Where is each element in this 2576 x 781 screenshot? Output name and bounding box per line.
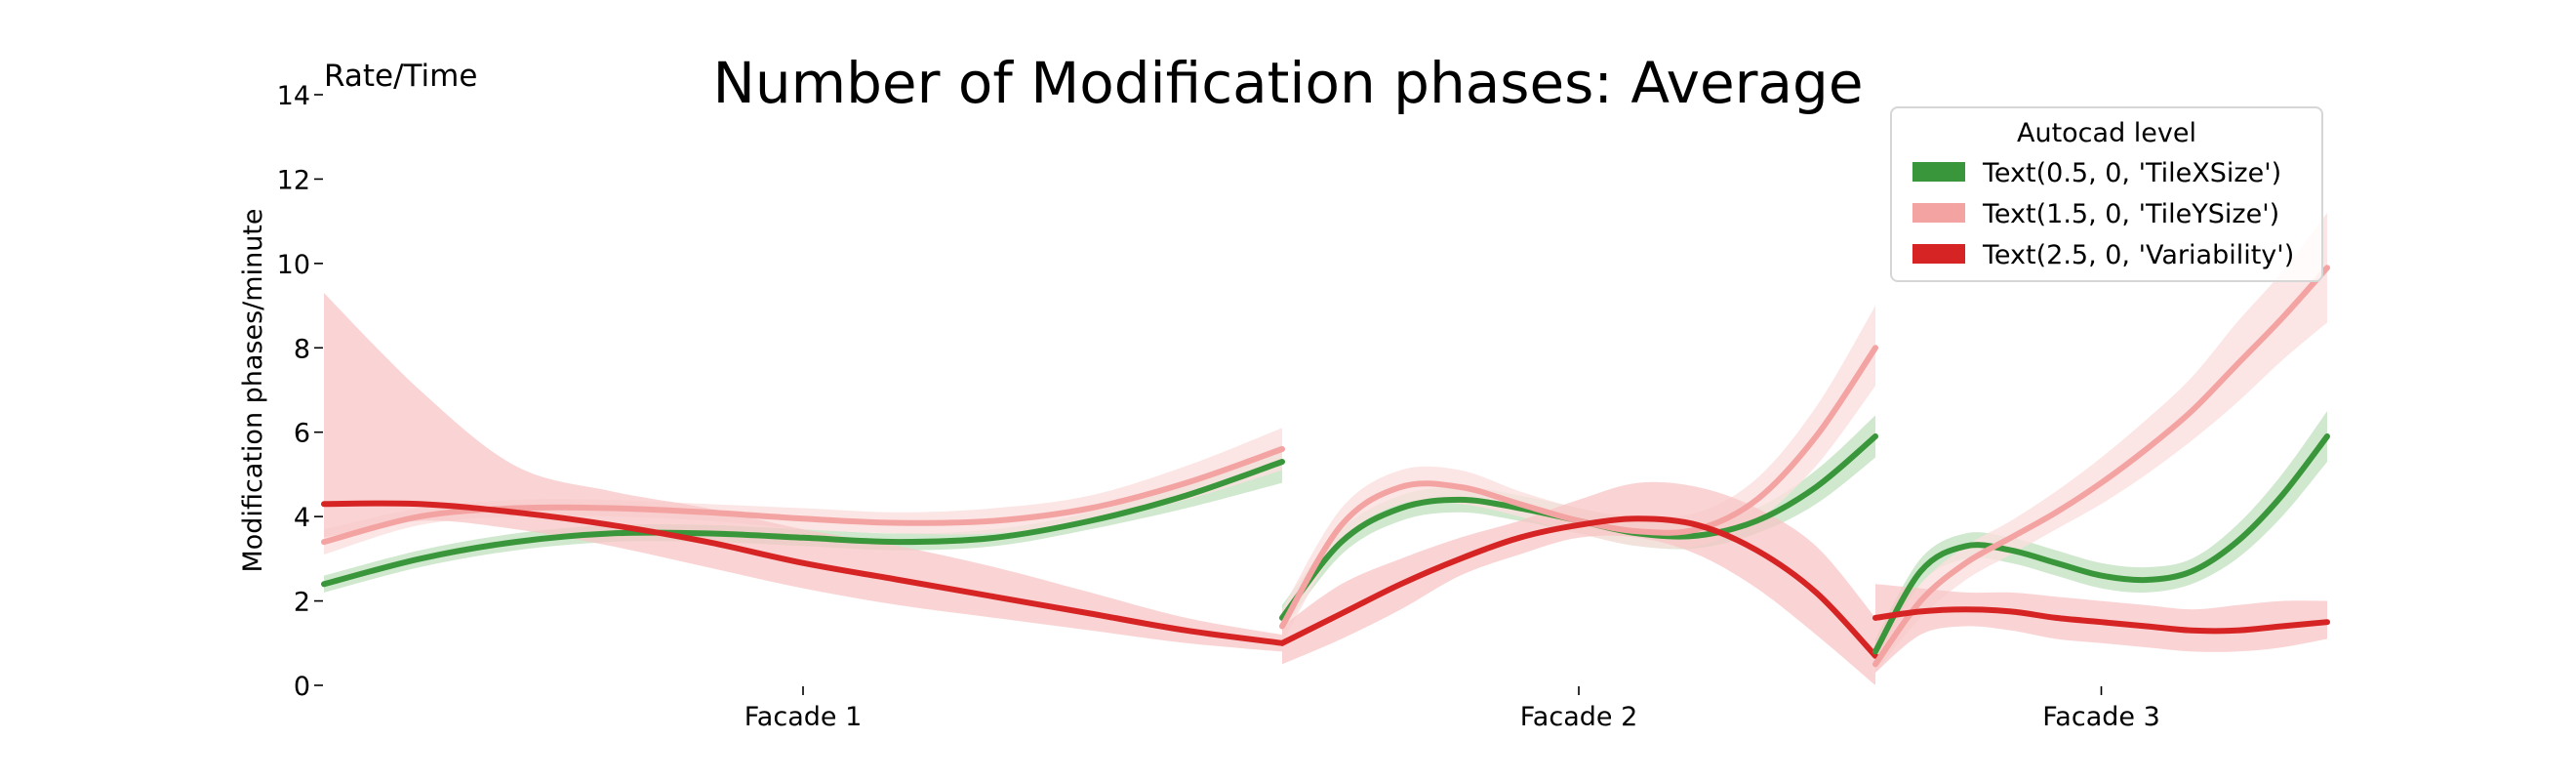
series-line xyxy=(1872,606,2330,635)
chart-title: Number of Modification phases: Average xyxy=(712,50,1863,116)
y-tick-label: 0 xyxy=(294,672,310,702)
series-line xyxy=(1872,433,2330,655)
x-tick-label: Facade 3 xyxy=(2042,702,2160,732)
corner-label: Rate/Time xyxy=(324,59,477,94)
y-axis-label: Modification phases/minute xyxy=(238,208,268,572)
legend: Autocad level Text(0.5, 0, 'TileXSize')T… xyxy=(1890,106,2323,282)
y-tick-label: 14 xyxy=(277,81,310,111)
legend-swatch xyxy=(1912,203,1965,223)
series-line xyxy=(1872,265,2330,668)
series-line xyxy=(321,500,1285,646)
y-tick-label: 8 xyxy=(294,334,310,364)
confidence-band xyxy=(1875,584,2327,673)
x-tick-label: Facade 2 xyxy=(1520,702,1638,732)
legend-items: Text(0.5, 0, 'TileXSize') Text(1.5, 0, 'T… xyxy=(1912,158,2294,270)
series-line xyxy=(1279,515,1878,659)
y-tick-label: 4 xyxy=(294,503,310,533)
legend-entry-label: Text(2.5, 0, 'Variability') xyxy=(1982,240,2294,270)
confidence-band xyxy=(1875,411,2327,665)
confidence-band xyxy=(324,428,1282,555)
legend-frame xyxy=(1890,106,2323,282)
y-tick-label: 6 xyxy=(294,419,310,449)
x-axis: Facade 1 Facade 2 Facade 3 xyxy=(745,686,2160,732)
legend-swatch xyxy=(1912,244,1965,264)
series-lines xyxy=(321,265,2330,668)
confidence-band xyxy=(1282,306,1875,643)
series-line xyxy=(321,459,1285,588)
legend-entry-label: Text(1.5, 0, 'TileYSize') xyxy=(1982,199,2279,229)
legend-entry-label: Text(0.5, 0, 'TileXSize') xyxy=(1982,158,2281,188)
y-tick-label: 12 xyxy=(277,165,310,195)
confidence-band xyxy=(1875,213,2327,673)
legend-swatch xyxy=(1912,162,1965,182)
confidence-band xyxy=(324,293,1282,652)
x-tick-label: Facade 1 xyxy=(745,702,863,732)
series-line xyxy=(1279,345,1878,630)
y-axis: 0 2 4 6 8 10 12 14 xyxy=(277,81,323,702)
legend-title: Autocad level xyxy=(2017,118,2196,148)
y-tick-label: 10 xyxy=(277,250,310,280)
y-tick-label: 2 xyxy=(294,588,310,618)
